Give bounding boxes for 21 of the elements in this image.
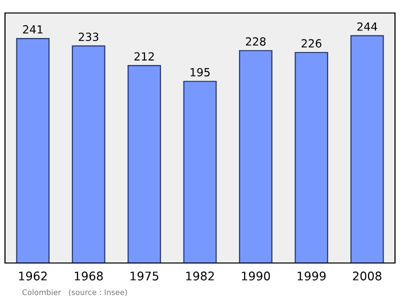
x-tick-label: 1968	[74, 272, 103, 280]
x-tick-label: 1982	[186, 272, 214, 280]
bar	[350, 35, 384, 263]
x-tick-label: 1975	[130, 272, 158, 280]
data-label: 241	[23, 25, 42, 34]
bar	[16, 38, 50, 263]
bar	[72, 45, 106, 263]
data-label: 195	[190, 68, 210, 76]
bar	[128, 64, 161, 263]
bar	[183, 80, 217, 263]
data-label: 233	[78, 32, 98, 42]
x-tick-label: 1999	[298, 272, 326, 280]
x-tick-label: 1962	[19, 272, 47, 280]
x-tick-label: 2008	[352, 272, 382, 280]
bar	[294, 52, 328, 263]
data-label: 244	[357, 22, 378, 31]
data-label: 226	[302, 39, 322, 48]
bar	[239, 50, 272, 263]
data-label: 228	[246, 37, 266, 46]
data-label: 212	[134, 52, 154, 60]
x-tick-label: 1990	[242, 272, 270, 280]
